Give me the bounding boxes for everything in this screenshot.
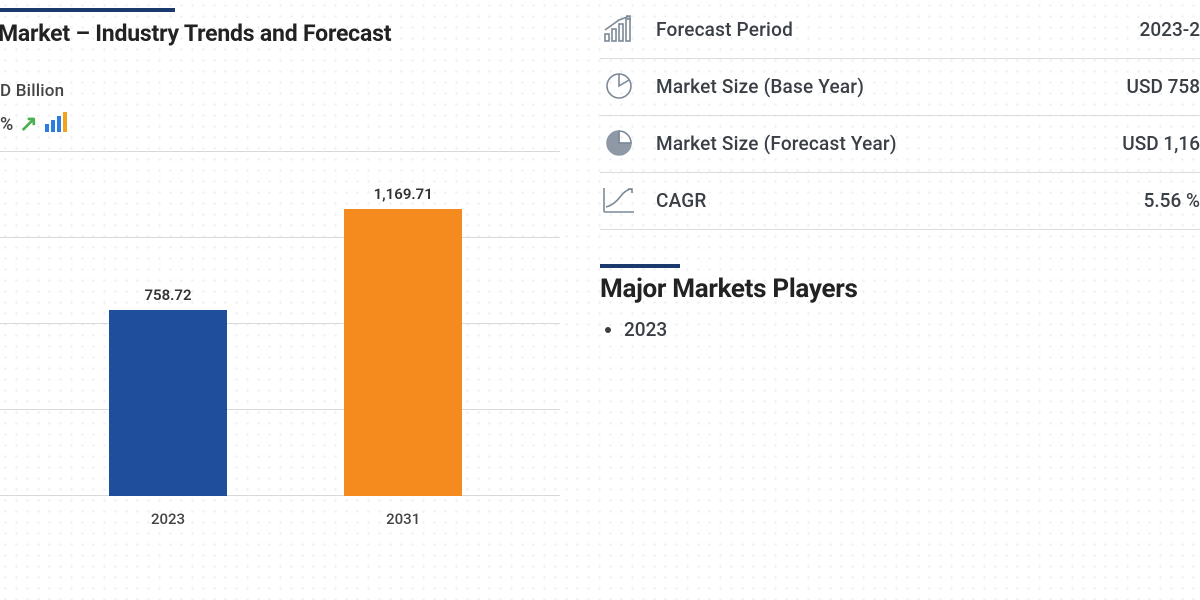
chart-ylabel: D Billion (0, 81, 64, 101)
chart-bars: 758.72 1,169.71 (0, 152, 560, 496)
pie-solid-icon (600, 126, 638, 160)
xlabel-2031: 2031 (386, 510, 420, 528)
stat-value: USD 1,16 (1102, 132, 1200, 155)
pie-outline-icon (600, 69, 638, 103)
trend-arrow-icon: ↗ (19, 114, 37, 136)
stat-label: CAGR (656, 189, 1106, 212)
players-underline (600, 264, 680, 268)
stat-row-0: Forecast Period 2023-2 (600, 2, 1200, 59)
bar-2023: 758.72 (109, 310, 227, 496)
bar-value-label: 1,169.71 (374, 185, 433, 203)
title-underline (0, 8, 175, 12)
players-item-0: 2023 (624, 318, 1200, 341)
stat-value: USD 758 (1107, 75, 1200, 98)
left-column: Market – Industry Trends and Forecast D … (0, 0, 570, 600)
bar-chart-icon (44, 111, 70, 138)
stat-row-3: CAGR 5.56 % (600, 173, 1200, 230)
stat-label: Market Size (Base Year) (656, 75, 1089, 98)
chart-xlabels: 2023 2031 (0, 502, 560, 532)
forecast-period-icon (600, 12, 638, 46)
xlabel-2023: 2023 (151, 510, 185, 528)
stat-value: 2023-2 (1120, 18, 1200, 41)
page-root: Market – Industry Trends and Forecast D … (0, 0, 1200, 600)
players-title: Major Markets Players (600, 274, 1200, 304)
stat-label: Forecast Period (656, 18, 1102, 41)
page-title: Market – Industry Trends and Forecast (0, 20, 570, 47)
bar-value-label: 758.72 (144, 286, 191, 304)
stat-value: 5.56 % (1124, 189, 1200, 212)
bar-2031: 1,169.71 (344, 209, 462, 496)
stat-row-1: Market Size (Base Year) USD 758 (600, 59, 1200, 116)
right-column: Forecast Period 2023-2 Market Size (Base Y… (570, 0, 1200, 600)
players-list: 2023 (624, 318, 1200, 341)
stat-label: Market Size (Forecast Year) (656, 132, 1084, 155)
cagr-icon (600, 183, 638, 217)
chart-header: D Billion % ↗ (0, 81, 570, 138)
cagr-value: % (0, 114, 13, 135)
bar-chart: 758.72 1,169.71 2023 2031 (0, 152, 570, 532)
stats-table: Forecast Period 2023-2 Market Size (Base Y… (600, 2, 1200, 230)
stat-row-2: Market Size (Forecast Year) USD 1,16 (600, 116, 1200, 173)
cagr-row: % ↗ (0, 111, 70, 138)
